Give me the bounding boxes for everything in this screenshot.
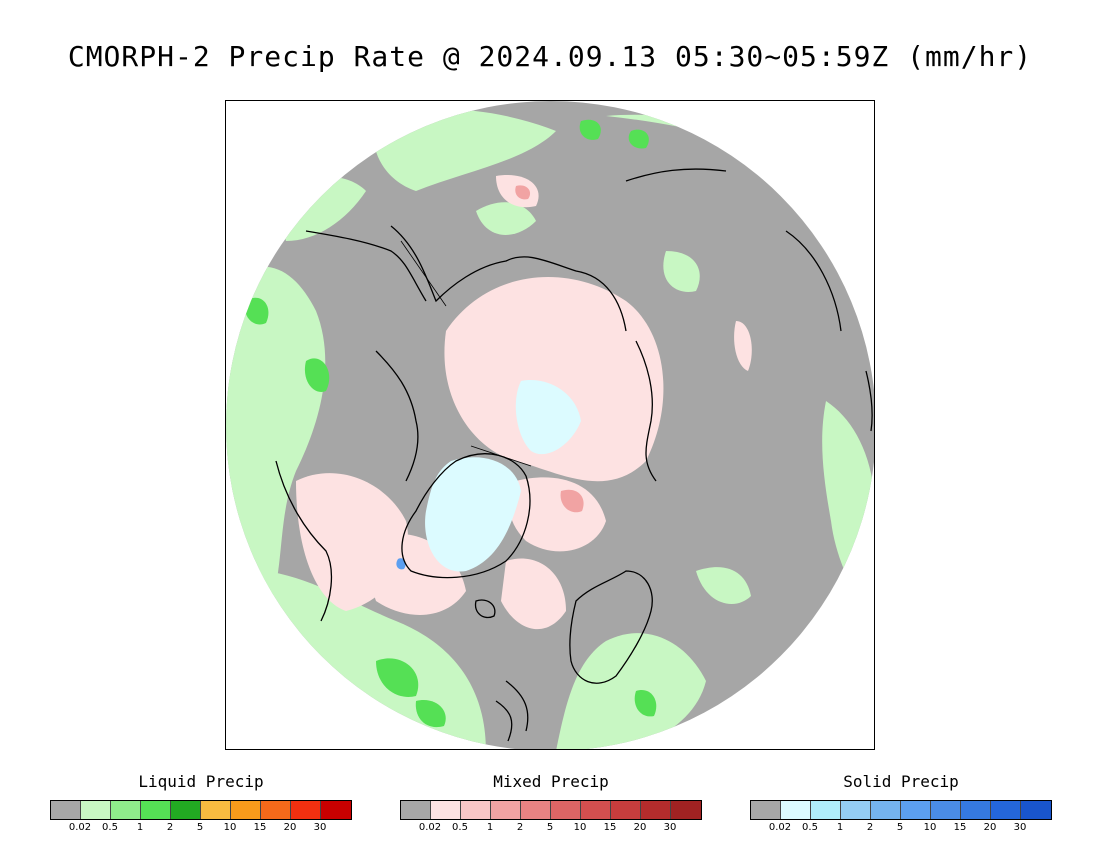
snow-areas	[425, 380, 581, 572]
legend-tick-label: 15	[253, 822, 267, 833]
moderate-rain-cells	[244, 119, 657, 728]
legend-tick-label: 5	[546, 822, 554, 833]
legend-swatch	[841, 801, 871, 819]
legend-ticks: 0.02 0.5 1 2 5 10 15 20 30	[400, 822, 702, 836]
legend-swatch	[491, 801, 521, 819]
legend-tick-label: 0.5	[802, 822, 818, 833]
legend-swatch	[811, 801, 841, 819]
legend-swatch	[551, 801, 581, 819]
legend-tick-label: 20	[633, 822, 647, 833]
legend-swatch	[931, 801, 961, 819]
legend-swatch	[991, 801, 1021, 819]
legend-title: Solid Precip	[843, 772, 959, 791]
legend-tick-label: 5	[896, 822, 904, 833]
legend-swatch	[751, 801, 781, 819]
legend-tick-label: 1	[136, 822, 144, 833]
legend-swatch	[901, 801, 931, 819]
legend-swatch	[581, 801, 611, 819]
legend-tick-label: 5	[196, 822, 204, 833]
legend-tick-label: 10	[573, 822, 587, 833]
legend-liquid: Liquid Precip 0.02 0.5 1 2 5 10 15 20 30	[50, 772, 352, 836]
legend-swatch	[611, 801, 641, 819]
legend-solid: Solid Precip 0.02 0.5 1 2 5 10 15 20 30	[750, 772, 1052, 836]
legend-tick-label: 0.5	[102, 822, 118, 833]
borders	[400, 240, 532, 467]
heavy-snow-spot	[396, 558, 406, 570]
legend-tick-label: 0.02	[768, 822, 792, 833]
coastlines	[275, 168, 873, 742]
legend-title: Liquid Precip	[138, 772, 264, 791]
legend-swatch	[201, 801, 231, 819]
legend-mixed: Mixed Precip 0.02 0.5 1 2 5 10 15 20 30	[400, 772, 702, 836]
map-title: CMORPH-2 Precip Rate @ 2024.09.13 05:30~…	[67, 40, 1033, 73]
legend-swatch	[51, 801, 81, 819]
legend-swatch	[291, 801, 321, 819]
legend-swatch	[671, 801, 701, 819]
legend-ticks: 0.02 0.5 1 2 5 10 15 20 30	[750, 822, 1052, 836]
legend-tick-label: 2	[866, 822, 874, 833]
legend-tick-label: 20	[983, 822, 997, 833]
legend-swatch	[401, 801, 431, 819]
legend-tick-label: 15	[953, 822, 967, 833]
legend-tick-label: 1	[486, 822, 494, 833]
legend-swatch	[321, 801, 351, 819]
legend-tick-label: 2	[516, 822, 524, 833]
legend-tick-label: 0.5	[452, 822, 468, 833]
legend-swatch	[1021, 801, 1051, 819]
legend-tick-label: 30	[1013, 822, 1027, 833]
mixed-precip-areas	[296, 175, 752, 630]
legend-swatch	[111, 801, 141, 819]
legend-swatch	[171, 801, 201, 819]
legend-bar	[50, 800, 352, 820]
legend-title: Mixed Precip	[493, 772, 609, 791]
legend-swatch	[461, 801, 491, 819]
legend-swatch	[261, 801, 291, 819]
legend-swatch	[781, 801, 811, 819]
legend-tick-label: 30	[313, 822, 327, 833]
polar-precip-map	[225, 100, 875, 750]
legend-tick-label: 2	[166, 822, 174, 833]
legend-swatch	[641, 801, 671, 819]
legend-swatch	[431, 801, 461, 819]
legend-tick-label: 20	[283, 822, 297, 833]
legend-tick-label: 1	[836, 822, 844, 833]
legend-tick-label: 15	[603, 822, 617, 833]
legend-tick-label: 10	[223, 822, 237, 833]
legend-tick-label: 30	[663, 822, 677, 833]
legend-swatch	[141, 801, 171, 819]
legend-swatch	[961, 801, 991, 819]
legend-bar	[400, 800, 702, 820]
mixed-precip-moderate	[515, 185, 584, 513]
legend-tick-label: 10	[923, 822, 937, 833]
legend-swatch	[521, 801, 551, 819]
legend-bar	[750, 800, 1052, 820]
legend-ticks: 0.02 0.5 1 2 5 10 15 20 30	[50, 822, 352, 836]
legend-tick-label: 0.02	[418, 822, 442, 833]
legend-swatch	[231, 801, 261, 819]
legend-swatch	[81, 801, 111, 819]
legend-tick-label: 0.02	[68, 822, 92, 833]
legend-swatch	[871, 801, 901, 819]
